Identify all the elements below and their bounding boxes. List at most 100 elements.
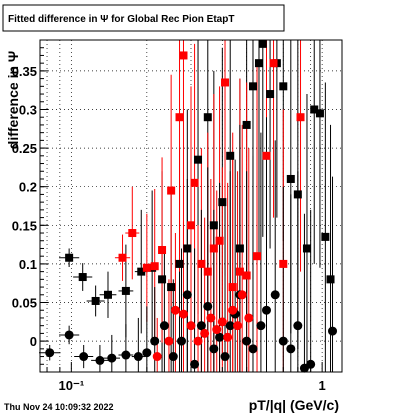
data-point-square	[221, 78, 230, 87]
data-point-circle	[168, 352, 178, 362]
data-point-square	[248, 82, 257, 91]
data-point-square	[65, 253, 74, 262]
axis-ticks	[40, 47, 323, 373]
data-point-square	[190, 178, 199, 187]
data-point-circle	[178, 309, 188, 319]
error-bars	[38, 40, 334, 372]
data-point-square	[228, 283, 237, 292]
data-point-square	[258, 39, 267, 48]
x-tick-label: 10⁻¹	[59, 378, 85, 393]
data-point-square	[103, 290, 112, 299]
data-point-circle	[150, 336, 160, 346]
data-point-circle	[64, 330, 74, 340]
data-point-square	[215, 236, 224, 245]
data-point-circle	[177, 336, 187, 346]
data-point-square	[326, 275, 335, 284]
data-point-square	[302, 244, 311, 253]
data-point-circle	[237, 290, 247, 300]
axis-tick-labels: 0 0.05 0.1 0.15 0.2 0.25 0.3 0.35 10⁻¹ 1	[12, 64, 326, 393]
y-tick-label: 0.05	[12, 296, 37, 311]
data-point-square	[78, 273, 87, 282]
data-point-square	[279, 82, 288, 91]
data-point-square	[175, 259, 184, 268]
data-point-square	[209, 221, 218, 230]
data-point-circle	[223, 332, 233, 342]
y-axis-title: difference in Ψ	[5, 51, 21, 149]
data-point-square	[183, 244, 192, 253]
data-point-circle	[203, 301, 213, 311]
data-point-circle	[228, 305, 238, 315]
data-point-square	[310, 105, 319, 114]
data-point-circle	[233, 321, 243, 331]
data-point-circle	[133, 352, 143, 362]
data-point-square	[203, 267, 212, 276]
data-point-circle	[286, 344, 296, 354]
data-point-square	[321, 232, 330, 241]
data-point-circle	[215, 332, 225, 342]
data-point-square	[226, 151, 235, 160]
data-point-circle	[220, 352, 230, 362]
data-markers	[45, 39, 338, 373]
data-point-square	[142, 263, 151, 272]
y-tick-label: 0.15	[12, 218, 37, 233]
data-point-circle	[170, 305, 180, 315]
data-point-circle	[45, 348, 55, 358]
data-point-circle	[293, 321, 303, 331]
data-point-square	[253, 252, 262, 261]
data-point-square	[187, 221, 195, 230]
data-point-square	[269, 59, 278, 68]
data-point-circle	[328, 326, 338, 336]
data-point-circle	[212, 325, 222, 335]
data-point-circle	[217, 317, 227, 327]
data-point-circle	[142, 348, 152, 358]
data-point-square	[296, 113, 305, 122]
data-point-square	[254, 59, 263, 68]
data-point-circle	[262, 305, 271, 315]
data-point-circle	[159, 321, 169, 331]
data-point-square	[242, 120, 251, 129]
data-point-square	[137, 267, 146, 276]
data-point-square	[167, 186, 176, 195]
data-point-square	[128, 229, 137, 238]
data-point-square	[158, 246, 167, 255]
y-tick-label: 0.1	[19, 257, 37, 272]
data-point-square	[175, 113, 184, 122]
data-point-circle	[244, 313, 254, 323]
title-box	[2, 4, 285, 32]
data-point-square	[293, 190, 302, 199]
chart-title: Fitted difference in Ψ for Global Rec Pi…	[8, 14, 234, 25]
x-tick-label: 1	[319, 378, 326, 393]
data-point-square	[242, 271, 251, 280]
data-point-square	[194, 155, 203, 164]
x-axis-title: pT/|q| (GeV/c)	[249, 397, 339, 413]
data-point-circle	[306, 359, 316, 369]
data-point-square	[158, 275, 167, 284]
data-point-circle	[248, 344, 258, 354]
data-point-circle	[164, 336, 174, 346]
data-point-circle	[95, 355, 105, 365]
data-point-square	[279, 259, 288, 268]
data-point-square	[218, 198, 227, 207]
data-point-circle	[196, 321, 206, 331]
data-point-circle	[225, 321, 235, 331]
data-point-square	[203, 113, 212, 122]
data-point-square	[286, 174, 295, 183]
y-tick-label: 0.2	[19, 180, 37, 195]
data-point-square	[121, 286, 130, 295]
data-point-square	[167, 283, 176, 292]
data-point-circle	[79, 352, 89, 362]
data-point-square	[150, 262, 159, 271]
data-point-circle	[206, 313, 216, 323]
data-point-square	[262, 151, 271, 160]
data-point-square	[315, 109, 324, 118]
data-point-square	[118, 253, 127, 262]
data-point-circle	[186, 321, 196, 331]
data-point-circle	[152, 352, 162, 362]
data-point-square	[235, 267, 244, 276]
data-point-square	[91, 296, 100, 305]
y-tick-label: 0	[30, 334, 37, 349]
data-point-square	[209, 244, 218, 253]
data-point-circle	[256, 321, 266, 331]
